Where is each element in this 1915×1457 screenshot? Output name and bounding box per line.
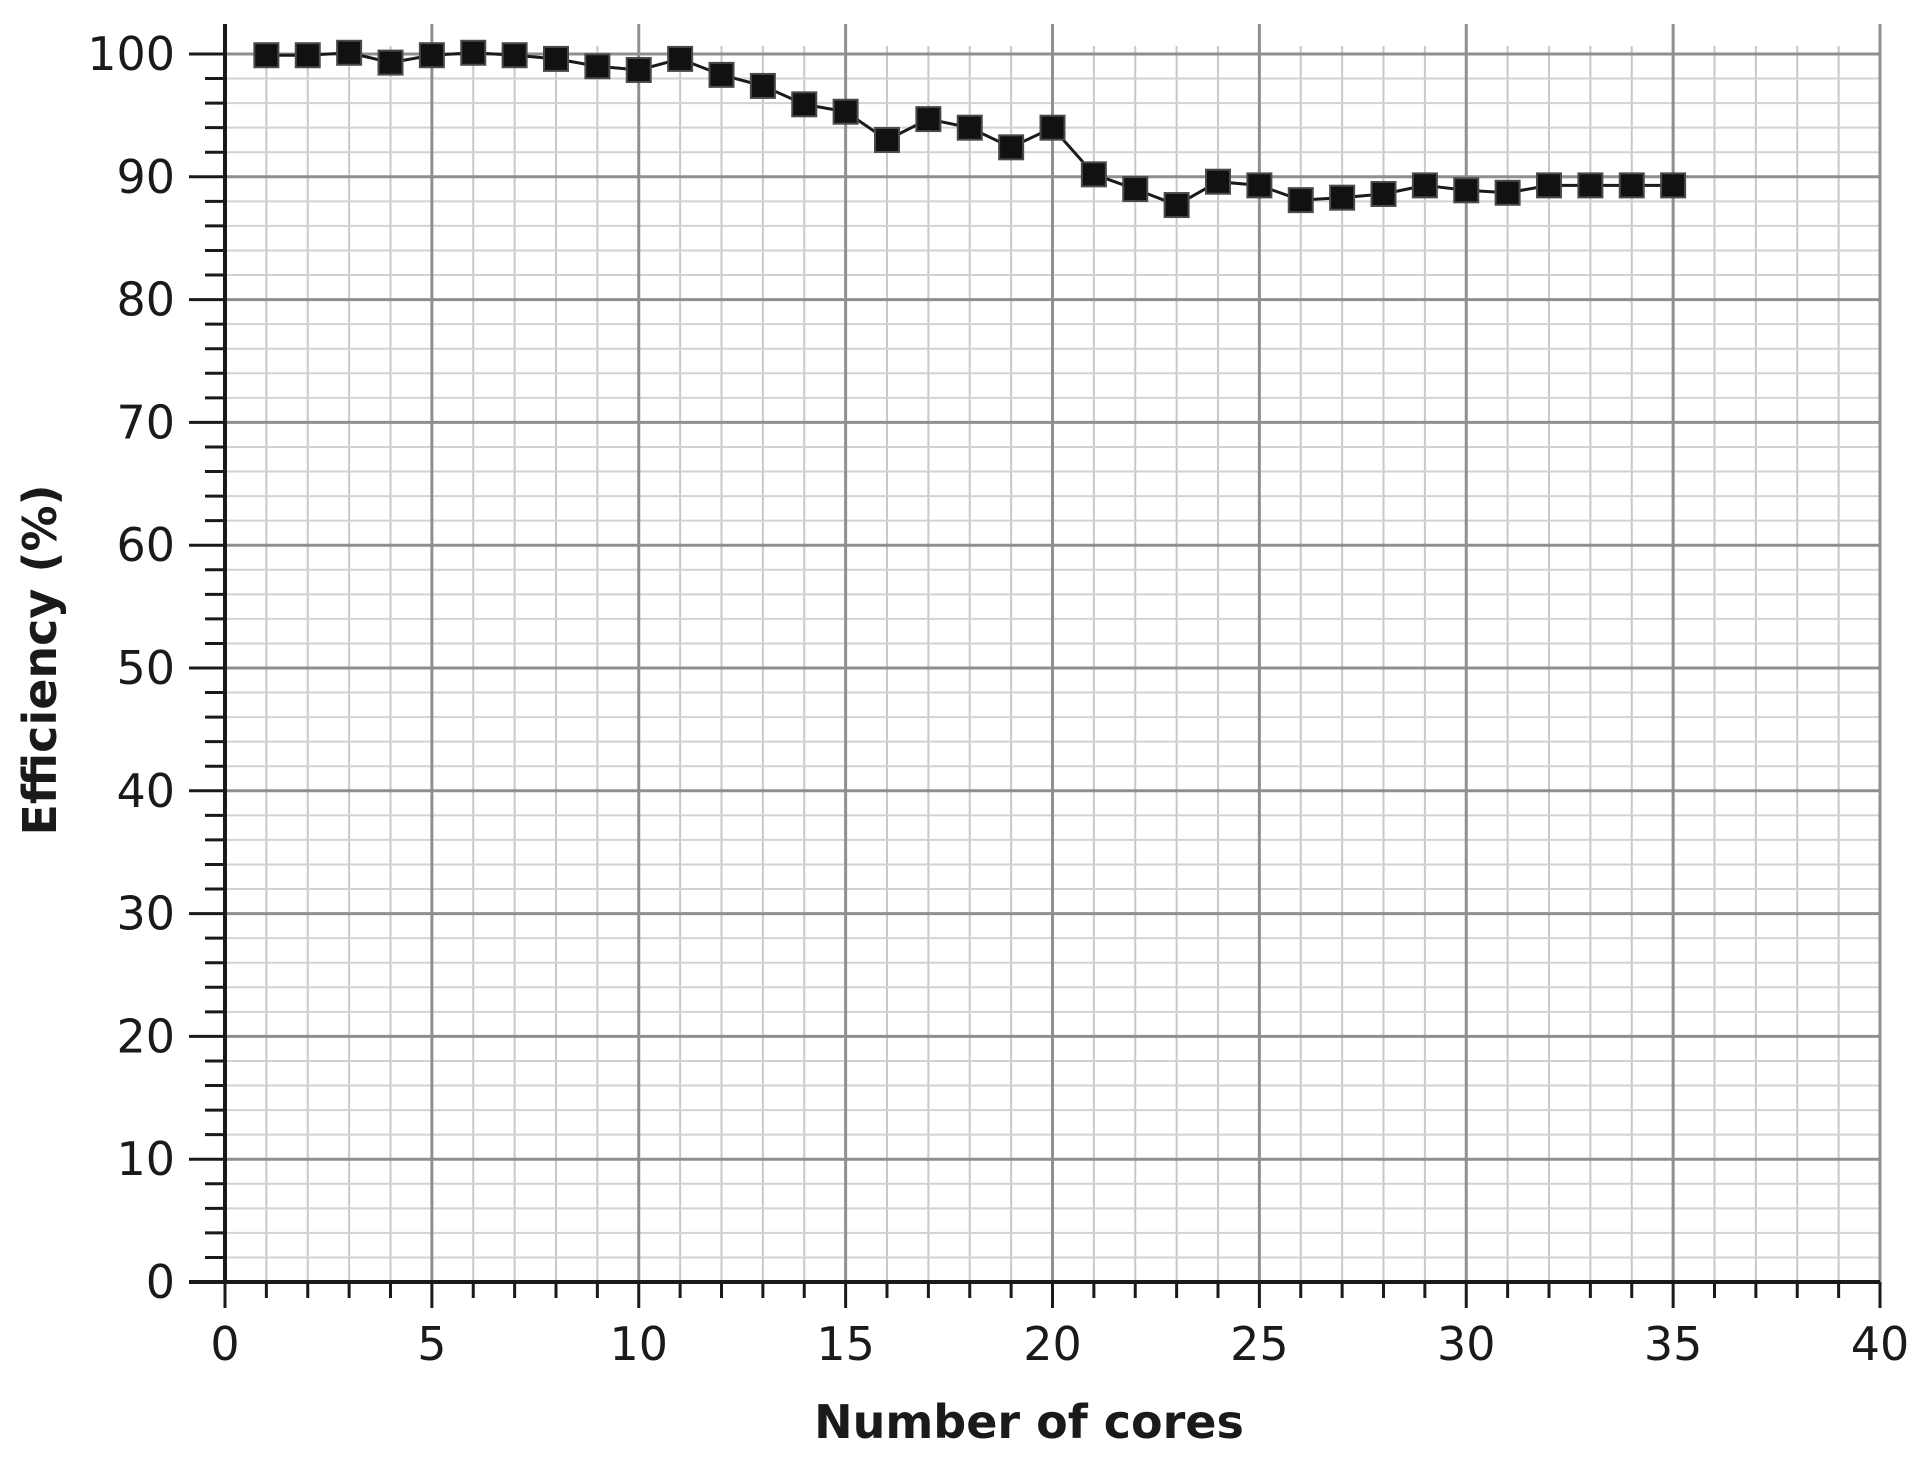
x-tick-label: 10 — [609, 1317, 668, 1371]
y-tick-label: 60 — [116, 518, 175, 572]
y-tick-label: 90 — [116, 150, 175, 204]
y-tick-label: 40 — [116, 764, 175, 818]
x-tick-labels: 0 5 10 15 20 25 30 35 40 — [210, 1317, 1909, 1371]
data-point-marker — [1411, 172, 1438, 199]
tick-marks — [189, 52, 1882, 1308]
data-point-marker — [294, 42, 321, 69]
data-point-marker — [584, 53, 611, 80]
data-point-marker — [501, 42, 528, 69]
major-gridlines — [225, 24, 1882, 1282]
x-tick-label: 20 — [1023, 1317, 1082, 1371]
data-point-marker — [1246, 172, 1273, 199]
data-point-marker — [377, 49, 404, 76]
data-point-marker — [915, 106, 942, 133]
x-tick-label: 15 — [816, 1317, 875, 1371]
data-point-marker — [749, 72, 776, 99]
data-point-marker — [1618, 172, 1645, 199]
data-point-marker — [1536, 172, 1562, 199]
data-point-marker — [336, 39, 363, 66]
data-point-marker — [1329, 184, 1356, 211]
data-point-marker — [1453, 177, 1480, 204]
data-point-marker — [998, 134, 1025, 161]
x-tick-label: 35 — [1644, 1317, 1703, 1371]
x-tick-label: 0 — [210, 1317, 239, 1371]
data-point-marker — [418, 42, 445, 69]
data-point-marker — [460, 39, 487, 66]
x-tick-label: 40 — [1851, 1317, 1910, 1371]
data-point-marker — [253, 42, 280, 69]
y-tick-label: 80 — [116, 273, 175, 327]
y-tick-label: 100 — [87, 27, 175, 81]
data-point-marker — [1205, 168, 1231, 195]
x-tick-label: 5 — [417, 1317, 446, 1371]
data-point-marker — [1080, 161, 1107, 188]
data-point-marker — [1370, 180, 1397, 207]
x-tick-label: 25 — [1230, 1317, 1289, 1371]
data-point-marker — [1122, 176, 1149, 203]
data-point-marker — [543, 45, 569, 72]
x-axis-title: Number of cores — [814, 1395, 1244, 1449]
y-tick-labels: 0 10 20 30 40 50 60 70 80 90 100 — [87, 27, 175, 1309]
data-point-marker — [874, 126, 900, 153]
y-tick-label: 50 — [116, 641, 175, 695]
data-point-marker — [832, 98, 859, 125]
y-tick-label: 70 — [116, 395, 175, 449]
y-tick-label: 20 — [116, 1009, 175, 1063]
data-point-marker — [1660, 172, 1687, 199]
data-point-marker — [1039, 114, 1066, 141]
data-point-marker — [1287, 187, 1314, 214]
data-point-marker — [956, 114, 983, 141]
y-axis-title: Efficiency (%) — [13, 484, 67, 835]
y-tick-label: 0 — [146, 1255, 175, 1309]
data-point-marker — [1494, 179, 1521, 206]
data-point-marker — [791, 91, 818, 118]
data-point-marker — [667, 45, 694, 72]
y-tick-label: 10 — [116, 1132, 175, 1186]
x-tick-label: 30 — [1437, 1317, 1496, 1371]
axes — [189, 24, 1880, 1284]
data-point-marker — [1577, 172, 1604, 199]
series-layer — [253, 39, 1687, 219]
data-point-marker — [1163, 192, 1190, 219]
data-point-marker — [708, 61, 735, 88]
minor-gridlines — [225, 46, 1880, 1282]
y-tick-label: 30 — [116, 887, 175, 941]
data-point-marker — [625, 56, 652, 83]
